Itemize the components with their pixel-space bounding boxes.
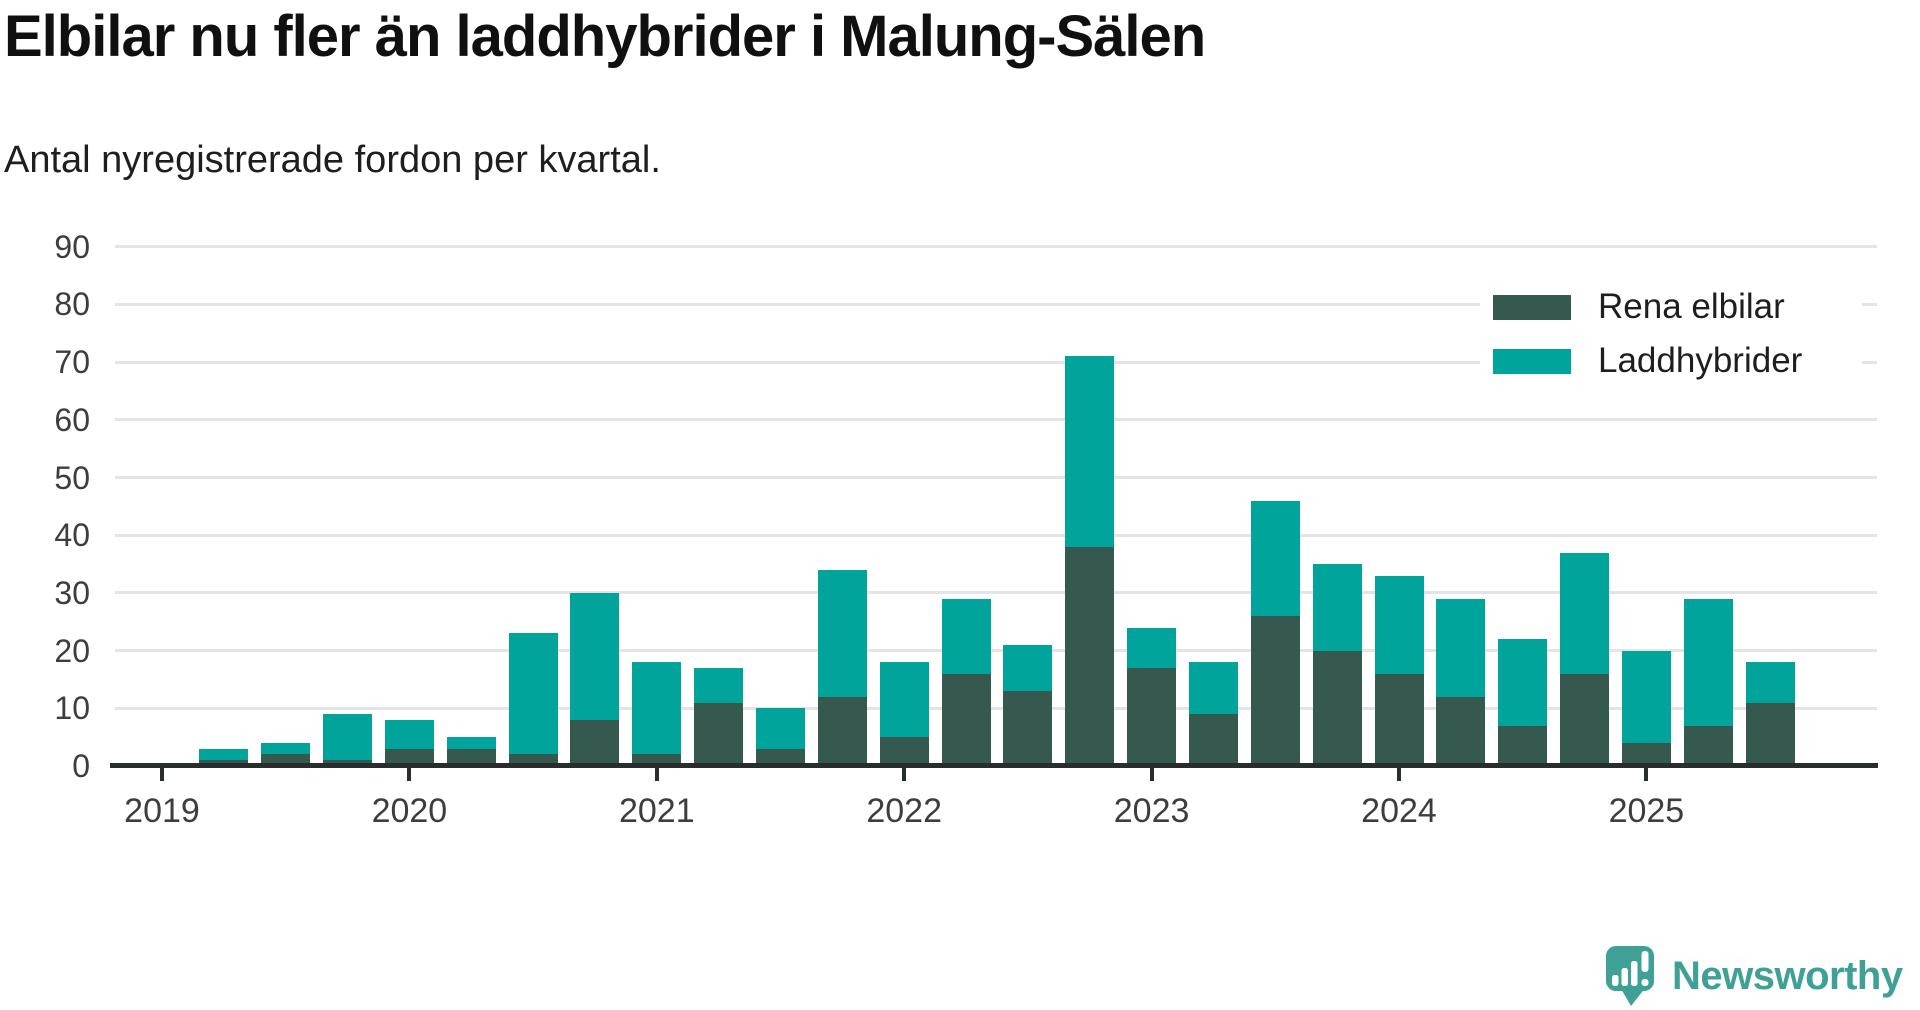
x-axis-tick-2022 — [902, 768, 907, 781]
x-axis-year-label-2025: 2025 — [1608, 792, 1685, 830]
bar-segment-rena-elbilar — [1683, 725, 1733, 766]
chart-subtitle: Antal nyregistrerade fordon per kvartal. — [4, 139, 661, 181]
bar-segment-rena-elbilar — [941, 673, 991, 766]
bar-segment-rena-elbilar — [1560, 673, 1610, 766]
x-axis-tick-2019 — [160, 768, 164, 781]
x-axis-year-label-2019: 2019 — [124, 792, 200, 830]
x-axis-tick-2020 — [407, 768, 412, 781]
bar-segment-laddhybrider — [1188, 662, 1238, 715]
bar-segment-laddhybrider — [1560, 552, 1610, 674]
bar-segment-laddhybrider — [323, 714, 373, 761]
bar-segment-rena-elbilar — [1745, 702, 1795, 766]
x-axis-tick-2024 — [1397, 768, 1401, 781]
legend-item-laddhybrider: Laddhybrider — [1480, 334, 1862, 388]
y-axis-tick-label: 10 — [54, 690, 90, 727]
bar-segment-rena-elbilar — [446, 748, 496, 766]
gridline-y-10 — [115, 706, 1877, 710]
gridline-y-20 — [115, 649, 1877, 653]
bar-segment-rena-elbilar — [570, 719, 620, 766]
bar-segment-rena-elbilar — [508, 754, 558, 766]
bar-segment-rena-elbilar — [261, 754, 311, 766]
x-axis-year-label-2020: 2020 — [371, 792, 448, 830]
bar-segment-rena-elbilar — [1436, 696, 1486, 766]
bar-segment-laddhybrider — [1498, 639, 1548, 726]
newsworthy-branding: Newsworthy — [1604, 942, 1903, 1010]
bar-segment-laddhybrider — [1003, 644, 1053, 691]
legend-item-rena-elbilar: Rena elbilar — [1480, 280, 1862, 334]
bar-segment-laddhybrider — [384, 719, 434, 749]
y-axis-tick-label: 80 — [54, 286, 90, 323]
y-axis-tick-label: 90 — [54, 228, 90, 265]
bar-segment-rena-elbilar — [1188, 714, 1238, 766]
bar-segment-rena-elbilar — [1374, 673, 1424, 766]
legend: Rena elbilar Laddhybrider — [1480, 280, 1862, 388]
bar-segment-laddhybrider — [1436, 598, 1486, 697]
x-axis-tick-2021 — [654, 768, 659, 781]
bar-segment-laddhybrider — [1250, 500, 1300, 616]
y-axis-tick-label: 60 — [54, 401, 90, 438]
bar-segment-rena-elbilar — [694, 702, 744, 766]
bar-segment-laddhybrider — [817, 569, 867, 697]
bar-segment-laddhybrider — [941, 598, 991, 674]
bar-segment-laddhybrider — [446, 737, 496, 749]
bar-segment-rena-elbilar — [756, 748, 805, 766]
gridline-y-30 — [115, 591, 1877, 595]
bar-segment-laddhybrider — [632, 662, 682, 755]
legend-label-laddhybrider: Laddhybrider — [1598, 341, 1803, 380]
bar-segment-laddhybrider — [1745, 662, 1795, 703]
gridline-y-90 — [115, 245, 1877, 249]
x-axis-year-label-2022: 2022 — [866, 792, 942, 830]
bar-segment-laddhybrider — [508, 633, 558, 755]
bar-segment-rena-elbilar — [632, 754, 682, 766]
x-axis-line — [110, 763, 1878, 768]
gridline-y-80 — [115, 302, 1877, 306]
bar-segment-laddhybrider — [1621, 650, 1671, 743]
bar-segment-laddhybrider — [570, 592, 620, 720]
newsworthy-logo-text: Newsworthy — [1672, 953, 1903, 998]
bar-segment-rena-elbilar — [1003, 690, 1053, 766]
bar-segment-laddhybrider — [1127, 627, 1177, 668]
legend-label-rena-elbilar: Rena elbilar — [1598, 287, 1785, 326]
bar-segment-rena-elbilar — [817, 696, 867, 766]
gridline-y-70 — [115, 360, 1877, 364]
y-axis-tick-label: 40 — [54, 517, 90, 554]
x-axis-tick-2025 — [1644, 768, 1649, 781]
gridline-y-60 — [115, 418, 1877, 422]
newsworthy-speech-bubble-chart-icon — [1606, 946, 1654, 1006]
x-axis-year-label-2024: 2024 — [1361, 792, 1437, 830]
bar-segment-rena-elbilar — [384, 748, 434, 766]
bar-segment-rena-elbilar — [1621, 742, 1671, 766]
y-axis-tick-label: 50 — [54, 459, 90, 496]
bar-segment-rena-elbilar — [1498, 725, 1548, 766]
y-axis-tick-label: 0 — [72, 748, 90, 784]
bar-segment-laddhybrider — [1683, 598, 1733, 726]
bar-segment-laddhybrider — [694, 667, 744, 703]
bar-segment-rena-elbilar — [1065, 546, 1115, 766]
legend-swatch-rena-elbilar — [1493, 294, 1571, 320]
chart-title: Elbilar nu fler än laddhybrider i Malung… — [4, 4, 1206, 69]
bar-segment-rena-elbilar — [1312, 650, 1362, 766]
x-axis-tick-2023 — [1149, 768, 1154, 781]
y-axis-tick-label: 20 — [54, 632, 90, 669]
x-axis-year-label-2021: 2021 — [618, 792, 695, 830]
bar-segment-laddhybrider — [1312, 564, 1362, 651]
bar-segment-laddhybrider — [1065, 356, 1115, 547]
bar-segment-rena-elbilar — [879, 737, 929, 766]
bar-segment-laddhybrider — [879, 662, 929, 738]
bar-segment-laddhybrider — [1374, 575, 1424, 674]
bar-segment-rena-elbilar — [1127, 667, 1177, 766]
bar-segment-laddhybrider — [199, 748, 249, 761]
bar-segment-laddhybrider — [756, 708, 805, 749]
gridline-y-40 — [115, 533, 1877, 537]
legend-swatch-laddhybrider — [1493, 348, 1571, 374]
x-axis-year-label-2023: 2023 — [1113, 792, 1190, 830]
gridline-y-50 — [115, 476, 1877, 479]
bar-segment-rena-elbilar — [1250, 615, 1300, 766]
y-axis-tick-label: 70 — [54, 344, 90, 381]
y-axis-tick-label: 30 — [54, 574, 90, 611]
bar-segment-laddhybrider — [261, 742, 311, 755]
